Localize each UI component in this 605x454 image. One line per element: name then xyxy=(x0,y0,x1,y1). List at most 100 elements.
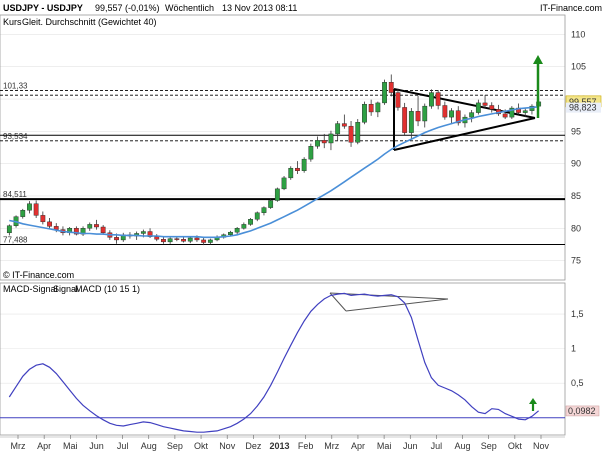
candle xyxy=(167,237,173,244)
macd-grid xyxy=(0,313,565,384)
candle-body xyxy=(27,203,32,211)
candle xyxy=(435,89,441,110)
candle-body xyxy=(261,207,267,213)
candle-body xyxy=(274,188,280,201)
candle xyxy=(341,114,347,129)
price-level-label: 93,534 xyxy=(3,132,28,141)
period-label: Wöchentlich xyxy=(165,3,214,13)
breakout-arrow-icon xyxy=(533,55,543,118)
candle xyxy=(415,95,421,127)
candle-body xyxy=(368,103,374,113)
price-tick-label: 110 xyxy=(571,29,585,39)
candle-body xyxy=(388,82,394,93)
candle xyxy=(120,232,126,242)
candle xyxy=(20,208,26,219)
candle-body xyxy=(362,103,367,123)
candle-body xyxy=(154,236,160,240)
x-tick-label: Okt xyxy=(508,441,523,451)
candle xyxy=(181,236,186,243)
candle-body xyxy=(308,146,314,160)
candle xyxy=(27,201,32,214)
macd-value-tag-label: 0,0982 xyxy=(568,406,596,416)
macd-axis: 0,5 1 1,5 0,0982 xyxy=(565,309,600,417)
candle-body xyxy=(73,228,79,235)
x-tick-label: Apr xyxy=(351,441,365,451)
macd-triangle-pattern xyxy=(329,292,449,312)
candle-body xyxy=(187,237,193,242)
candle xyxy=(382,79,387,105)
candle-body xyxy=(234,228,240,233)
x-tick-label: Nov xyxy=(533,441,550,451)
header-bar xyxy=(0,0,605,14)
candle xyxy=(315,136,320,149)
candle-body xyxy=(328,133,334,144)
candle xyxy=(214,235,220,242)
candle-body xyxy=(402,107,408,133)
candle xyxy=(375,101,381,118)
candle xyxy=(274,187,280,202)
candle xyxy=(33,200,39,218)
x-tick-label: Jun xyxy=(403,441,418,451)
candle-body xyxy=(140,231,146,234)
last-price: 99,557 (-0,01%) xyxy=(95,3,160,13)
candle xyxy=(161,236,166,244)
candle-body xyxy=(33,203,39,216)
candle-body xyxy=(469,112,475,118)
candle-body xyxy=(6,225,12,234)
candle xyxy=(261,206,267,216)
candle-body xyxy=(408,111,414,133)
candle xyxy=(328,130,334,151)
candle xyxy=(207,238,213,245)
candle xyxy=(442,101,448,120)
candle-body xyxy=(435,92,441,106)
candlestick-series xyxy=(6,74,542,246)
candle xyxy=(268,199,274,209)
price-levels: 101,33 93,534 84,511 77,488 xyxy=(0,81,565,246)
candle-body xyxy=(281,177,287,190)
macd-triangle-left xyxy=(329,292,347,312)
candle-body xyxy=(181,239,186,242)
candle-body xyxy=(442,105,448,118)
candle xyxy=(422,103,428,128)
brand-label: IT-Finance.com xyxy=(540,3,602,13)
x-tick-label: Aug xyxy=(455,441,471,451)
x-tick-label: Feb xyxy=(298,441,314,451)
candle-body xyxy=(375,102,381,113)
candle xyxy=(475,99,481,115)
candle xyxy=(87,222,93,231)
candle xyxy=(522,108,528,118)
candle xyxy=(295,161,300,174)
x-tick-label: Sep xyxy=(481,441,497,451)
candle xyxy=(234,227,240,235)
price-grid xyxy=(0,34,565,261)
copyright-label: © IT-Finance.com xyxy=(3,270,74,280)
candle xyxy=(395,88,401,111)
symbol-title: USDJPY - USDJPY xyxy=(3,3,83,13)
legend-ma: Gleit. Durchschnitt (Gewichtet 40) xyxy=(22,17,157,27)
candle-body xyxy=(40,215,46,223)
candle-body xyxy=(174,238,180,240)
candle-body xyxy=(20,209,26,217)
candle xyxy=(388,74,394,97)
candle xyxy=(496,104,501,116)
candle-body xyxy=(248,219,253,225)
macd-legend-signal-b: Signal xyxy=(53,284,78,294)
price-panel-frame xyxy=(0,14,566,281)
candle-body xyxy=(114,237,119,241)
candle xyxy=(402,102,408,136)
candle xyxy=(429,89,434,109)
macd-value-tag xyxy=(565,405,600,417)
x-tick-label: Jul xyxy=(431,441,443,451)
candle-body xyxy=(100,226,106,234)
candle-body xyxy=(455,110,461,124)
candle-body xyxy=(449,110,454,118)
macd-up-arrow-icon xyxy=(529,398,537,411)
candle xyxy=(321,133,327,149)
candle-body xyxy=(348,125,354,143)
last-price-tag-label: 99,557 xyxy=(569,97,597,107)
candle xyxy=(489,102,495,113)
candle xyxy=(6,224,12,236)
candle-body xyxy=(201,239,207,243)
legend-kurs: Kurs xyxy=(3,17,22,27)
macd-legend-macd: MACD (10 15 1) xyxy=(75,284,140,294)
